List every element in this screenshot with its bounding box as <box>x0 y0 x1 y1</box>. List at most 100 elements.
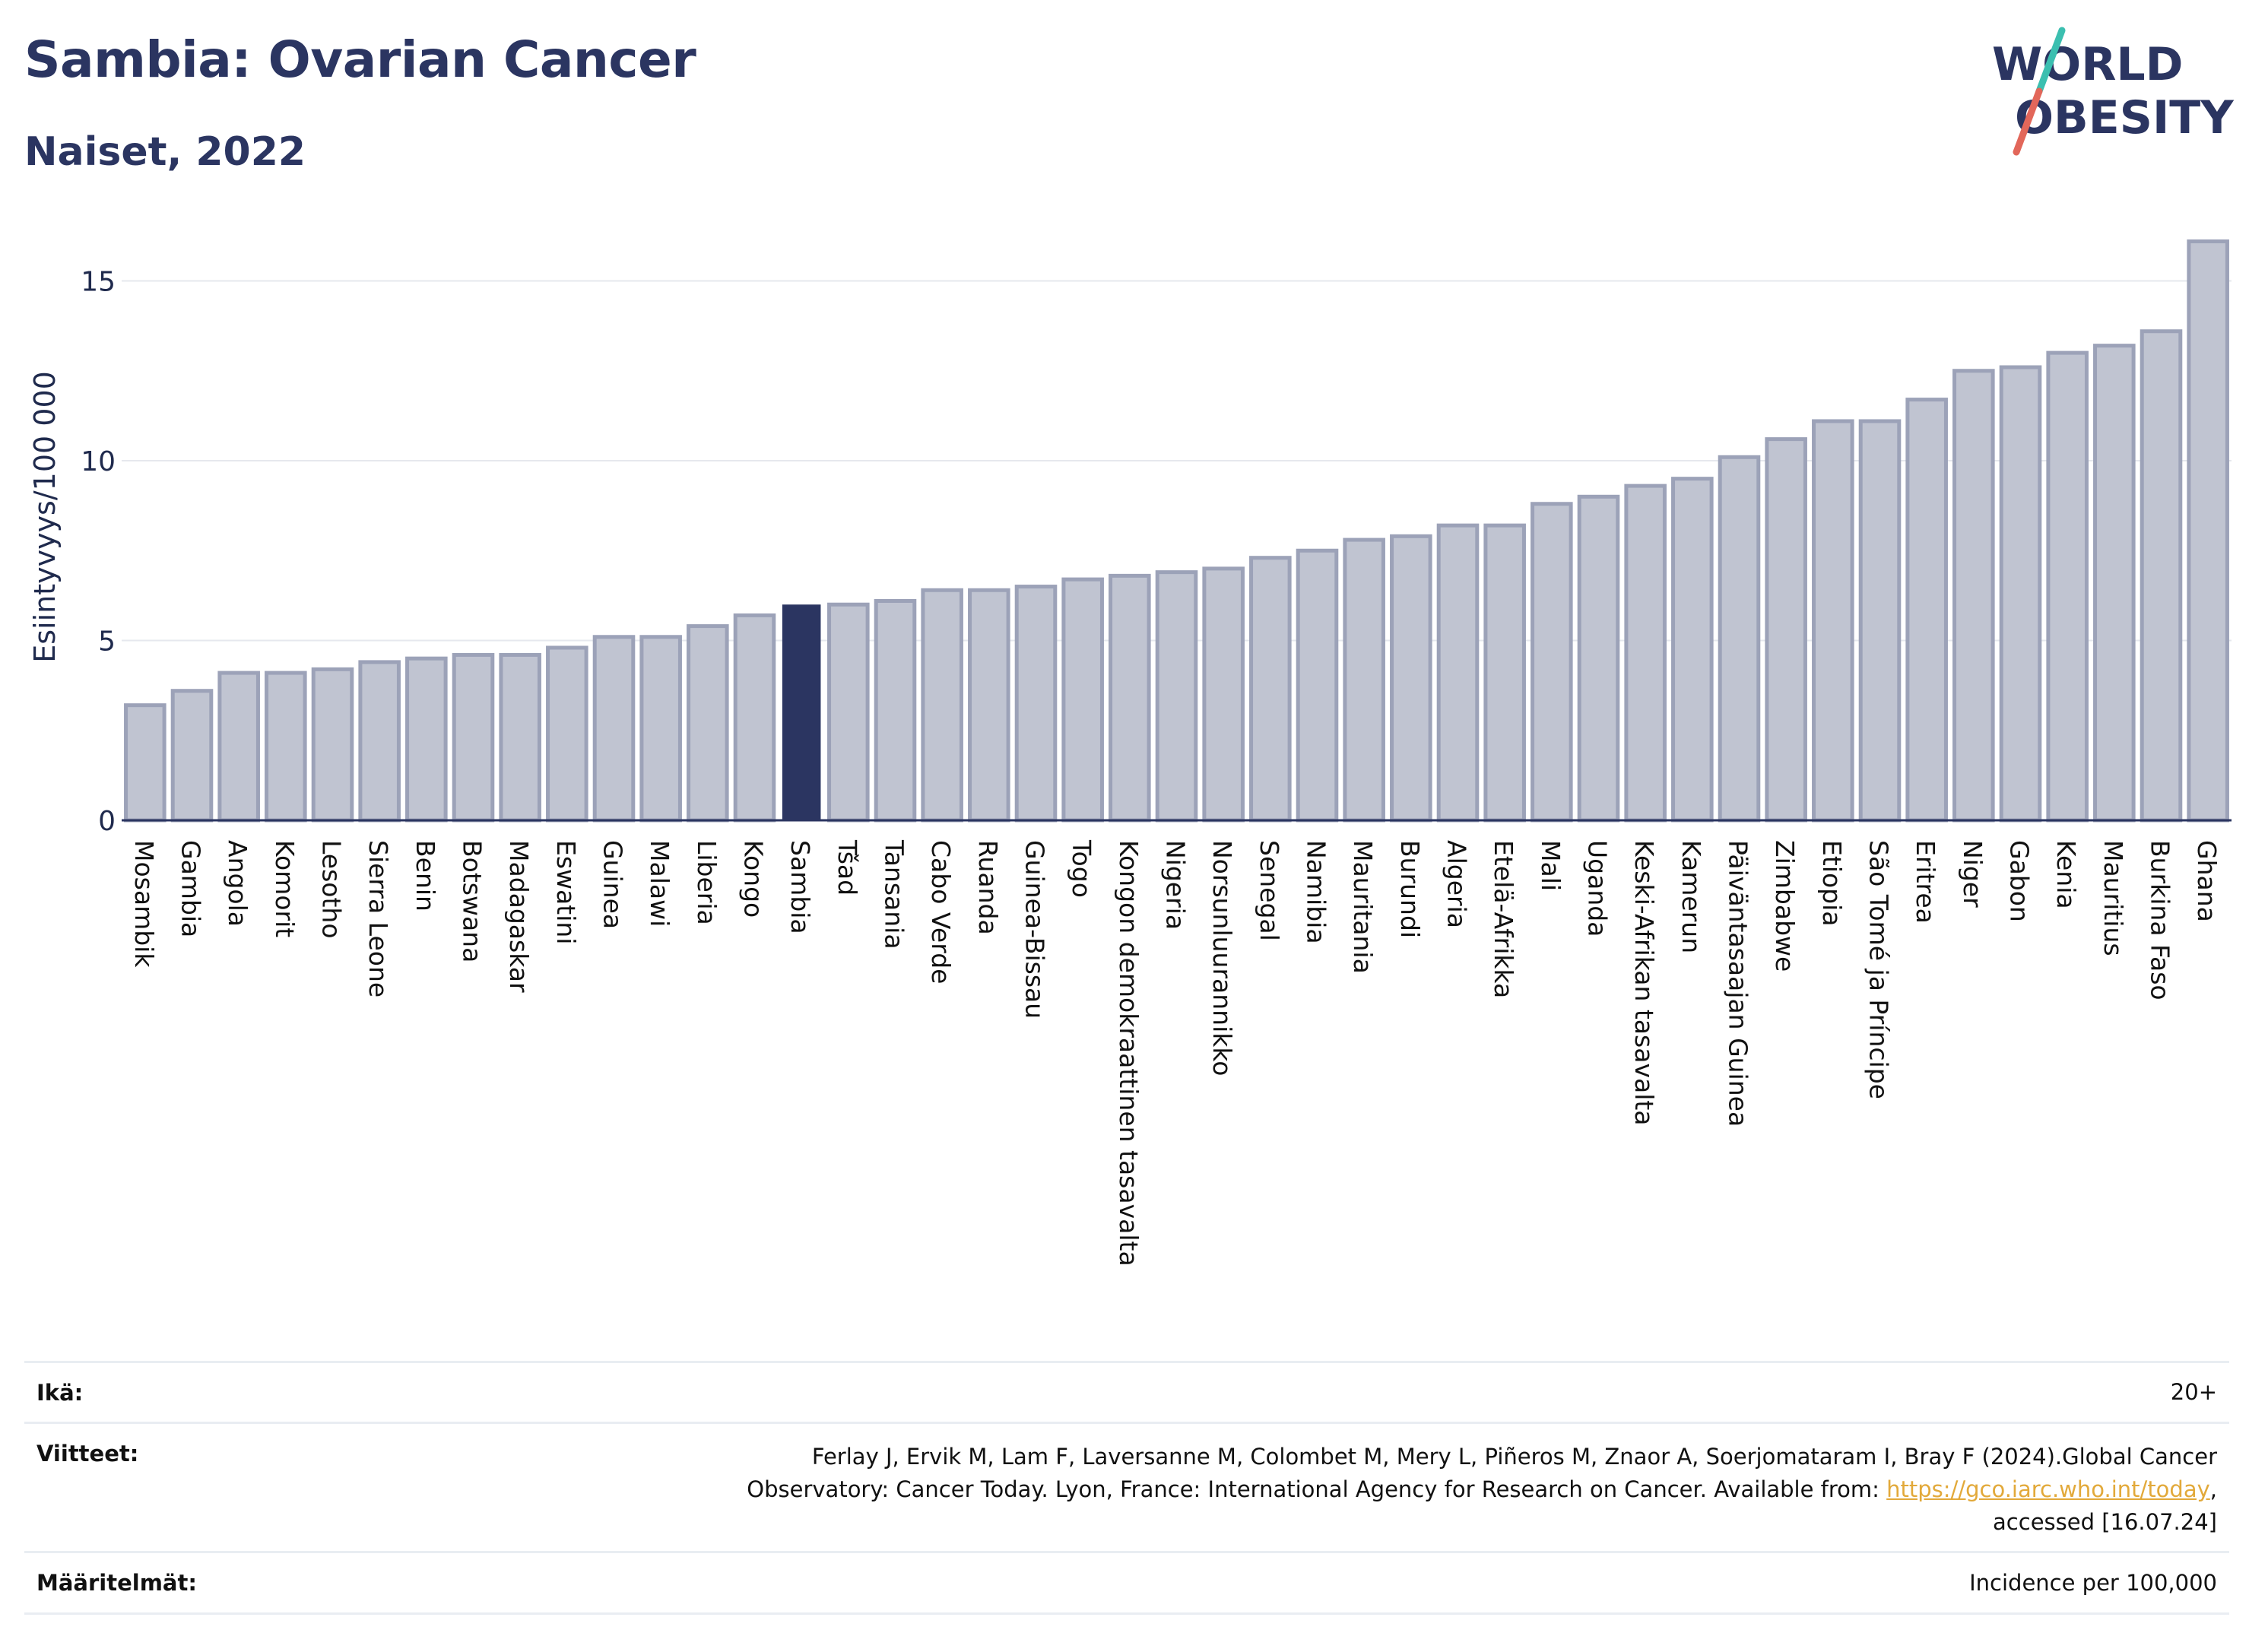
bar <box>1765 437 1807 823</box>
references-line-2-comma: , <box>2209 1476 2217 1502</box>
logo-text-obesity: OBESITY <box>2015 91 2235 144</box>
x-tick-label: Guinea-Bissau <box>1020 840 1050 1019</box>
y-axis-label: Esiintyvyys/100 000 <box>28 371 62 663</box>
bar <box>592 635 636 823</box>
x-tick-label: Ruanda <box>973 840 1003 935</box>
x-tick-label: Niger <box>1958 840 1987 908</box>
bar <box>1155 570 1198 823</box>
bar <box>2140 329 2183 823</box>
info-row-age: Ikä: 20+ <box>24 1361 2229 1422</box>
bar <box>1109 573 1151 823</box>
x-tick-label: Uganda <box>1583 840 1613 937</box>
bar <box>1718 455 1761 823</box>
x-tick-label: Namibia <box>1302 840 1331 944</box>
bar <box>311 667 354 823</box>
bar <box>499 652 541 823</box>
x-tick-label: Benin <box>411 840 440 912</box>
x-tick-label: Kongon demokraattinen tasavalta <box>1114 840 1144 1267</box>
references-link[interactable]: https://gco.iarc.who.int/today <box>1886 1476 2210 1502</box>
x-tick-label: Päiväntasaajan Guinea <box>1724 840 1753 1127</box>
x-tick-label: Etiopia <box>1817 840 1847 927</box>
bar <box>1014 585 1058 823</box>
references-value: Ferlay J, Ervik M, Lam F, Laversanne M, … <box>747 1441 2217 1539</box>
bar <box>1061 577 1104 823</box>
x-tick-label: Sambia <box>785 840 815 934</box>
logo-slash-bottom <box>2013 87 2043 156</box>
x-tick-label: Etelä-Afrikka <box>1489 840 1518 998</box>
x-tick-label: Kongo <box>739 840 769 918</box>
y-tick-label: 0 <box>98 806 116 837</box>
bar <box>124 703 167 823</box>
bar <box>687 624 729 823</box>
x-tick-label: Botswana <box>458 840 487 962</box>
bar <box>2187 239 2229 823</box>
x-tick-label: Angola <box>223 840 252 927</box>
x-tick-label: Zimbabwe <box>1770 840 1800 972</box>
bars <box>124 239 2229 823</box>
bar <box>1577 494 1620 823</box>
bar <box>1999 365 2042 823</box>
x-tick-label: Liberia <box>692 840 722 925</box>
bar-chart: 0 5 10 15 Mosambik Gambia Angola Komorit Lesoth… <box>28 239 2232 1267</box>
x-tick-label: Lesotho <box>317 840 347 939</box>
x-tick-label: Togo <box>1067 839 1096 898</box>
bar <box>827 602 870 823</box>
x-tick-label: Algeria <box>1442 840 1472 928</box>
x-tick-label: Mosambik <box>129 840 159 968</box>
logo-text-world: WORLD <box>1992 38 2183 91</box>
bar <box>1905 398 1948 823</box>
bar <box>1343 537 1385 823</box>
references-line-2: Observatory: Cancer Today. Lyon, France:… <box>747 1473 2217 1506</box>
bar <box>217 671 260 823</box>
info-table: Ikä: 20+ Viitteet: Ferlay J, Ervik M, La… <box>24 1361 2229 1615</box>
bar <box>1390 534 1432 823</box>
bar <box>733 613 776 823</box>
x-tick-label: Malawi <box>645 840 674 927</box>
bar <box>546 645 588 823</box>
x-tick-label: Gambia <box>176 840 206 937</box>
chart-title: Sambia: Ovarian Cancer <box>24 30 696 89</box>
bar <box>170 689 214 823</box>
bar <box>921 588 963 823</box>
x-tick-label: Gabon <box>2005 840 2035 922</box>
x-tick-label: Mauritius <box>2098 840 2128 956</box>
logo-slash-top <box>2035 27 2066 95</box>
y-tick-labels: 0 5 10 15 <box>81 267 116 838</box>
x-tick-label: Tšad <box>833 839 862 896</box>
bar <box>452 652 495 823</box>
bar <box>1858 419 1902 823</box>
bar <box>1624 484 1667 823</box>
world-obesity-logo: WORLD OBESITY <box>1992 27 2235 156</box>
bar <box>1202 566 1245 823</box>
x-tick-label: Keski-Afrikan tasavalta <box>1629 840 1659 1126</box>
bar <box>1296 548 1339 823</box>
y-tick-label: 15 <box>81 267 116 298</box>
y-tick-label: 10 <box>81 446 116 477</box>
references-line-2-text: Observatory: Cancer Today. Lyon, France:… <box>747 1476 1887 1502</box>
age-value: 20+ <box>2170 1379 2217 1405</box>
chart-subtitle: Naiset, 2022 <box>24 129 306 175</box>
info-row-references: Viitteet: Ferlay J, Ervik M, Lam F, Lave… <box>24 1422 2229 1551</box>
x-tick-label: Senegal <box>1255 840 1284 941</box>
references-line-3: accessed [16.07.24] <box>1993 1509 2217 1535</box>
bar-highlighted <box>782 604 821 820</box>
x-tick-label: São Tomé ja Príncipe <box>1864 840 1894 1099</box>
x-tick-label: Mauritania <box>1348 840 1378 974</box>
bar <box>2046 350 2089 823</box>
bar <box>1671 477 1714 823</box>
x-tick-label: Kamerun <box>1676 840 1706 953</box>
bar <box>1483 523 1526 823</box>
definitions-label: Määritelmät: <box>36 1570 197 1596</box>
bar <box>2093 344 2136 823</box>
x-tick-label: Cabo Verde <box>926 840 956 984</box>
x-tick-label: Mali <box>1536 840 1565 891</box>
x-tick-label: Eritrea <box>1911 840 1940 924</box>
bar <box>874 598 917 823</box>
x-tick-label: Tansania <box>880 839 909 950</box>
references-line-1: Ferlay J, Ervik M, Lam F, Laversanne M, … <box>811 1444 2217 1470</box>
bar <box>1952 369 1995 823</box>
x-tick-label: Norsunluurannikko <box>1207 840 1237 1076</box>
x-tick-label: Kenia <box>2051 840 2081 909</box>
bar <box>265 671 307 823</box>
bar <box>405 656 448 823</box>
